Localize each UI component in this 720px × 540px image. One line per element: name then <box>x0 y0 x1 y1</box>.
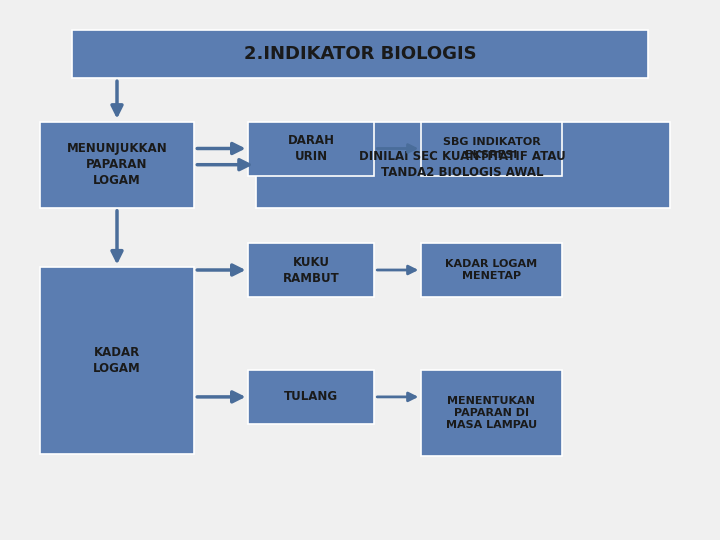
FancyBboxPatch shape <box>248 370 374 424</box>
FancyBboxPatch shape <box>40 267 194 454</box>
FancyBboxPatch shape <box>72 30 648 78</box>
FancyBboxPatch shape <box>248 122 374 176</box>
Text: TULANG: TULANG <box>284 390 338 403</box>
Text: KADAR
LOGAM: KADAR LOGAM <box>93 346 141 375</box>
Text: DARAH
URIN: DARAH URIN <box>288 134 335 163</box>
FancyBboxPatch shape <box>248 243 374 297</box>
Text: SBG INDIKATOR
EKSRESI: SBG INDIKATOR EKSRESI <box>443 137 540 160</box>
FancyBboxPatch shape <box>421 243 562 297</box>
Text: MENENTUKAN
PAPARAN DI
MASA LAMPAU: MENENTUKAN PAPARAN DI MASA LAMPAU <box>446 396 537 430</box>
FancyBboxPatch shape <box>256 122 670 208</box>
Text: KUKU
RAMBUT: KUKU RAMBUT <box>283 255 340 285</box>
Text: 2.INDIKATOR BIOLOGIS: 2.INDIKATOR BIOLOGIS <box>243 45 477 63</box>
Text: MENUNJUKKAN
PAPARAN
LOGAM: MENUNJUKKAN PAPARAN LOGAM <box>67 142 167 187</box>
FancyBboxPatch shape <box>421 122 562 176</box>
Text: KADAR LOGAM
MENETAP: KADAR LOGAM MENETAP <box>446 259 537 281</box>
FancyBboxPatch shape <box>421 370 562 456</box>
Text: DINILAI SEC KUANTITATIF ATAU
TANDA2 BIOLOGIS AWAL: DINILAI SEC KUANTITATIF ATAU TANDA2 BIOL… <box>359 150 566 179</box>
FancyBboxPatch shape <box>40 122 194 208</box>
